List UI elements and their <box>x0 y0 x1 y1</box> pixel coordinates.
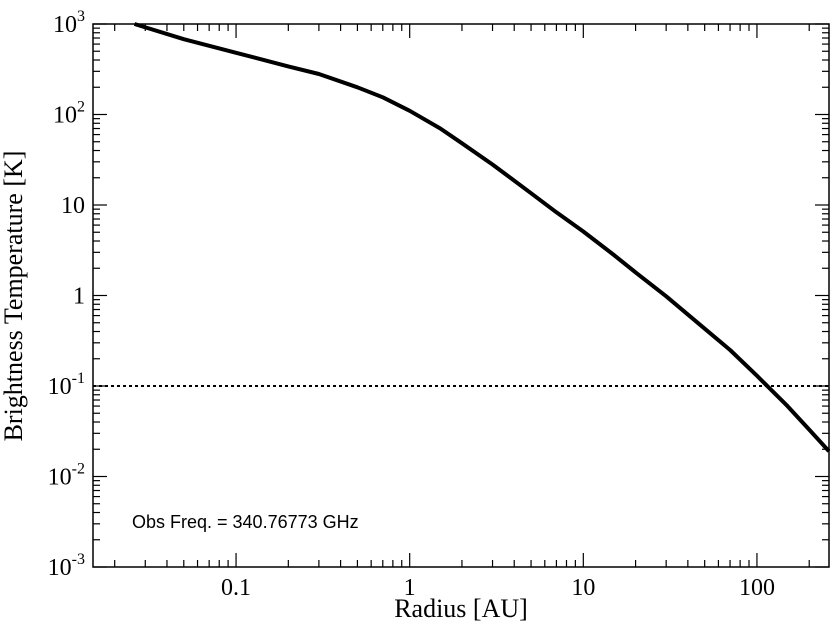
series-layer <box>93 22 830 453</box>
y-tick-label: 1 <box>73 284 85 310</box>
x-axis: 0.1 1 10 100 <box>114 24 810 601</box>
x-tick-label: 1 <box>404 575 416 601</box>
x-tick-label: 10 <box>571 575 595 601</box>
y-tick-label: 10-1 <box>48 370 85 400</box>
y-tick-label: 10-3 <box>48 551 85 581</box>
x-axis-label: Radius [AU] <box>394 594 528 623</box>
y-tick-label: 103 <box>53 8 85 38</box>
obs-frequency-annotation: Obs Freq. = 340.76773 GHz <box>132 512 359 532</box>
y-tick-label: 10-2 <box>48 461 85 491</box>
x-tick-label: 100 <box>739 575 775 601</box>
y-tick-label: 102 <box>53 99 85 129</box>
y-axis-label: Brightness Temperature [K] <box>0 151 28 442</box>
plot-frame <box>92 23 830 568</box>
temperature-profile-line <box>133 22 830 453</box>
y-tick-label: 10 <box>61 193 85 219</box>
x-tick-label: 0.1 <box>221 575 251 601</box>
